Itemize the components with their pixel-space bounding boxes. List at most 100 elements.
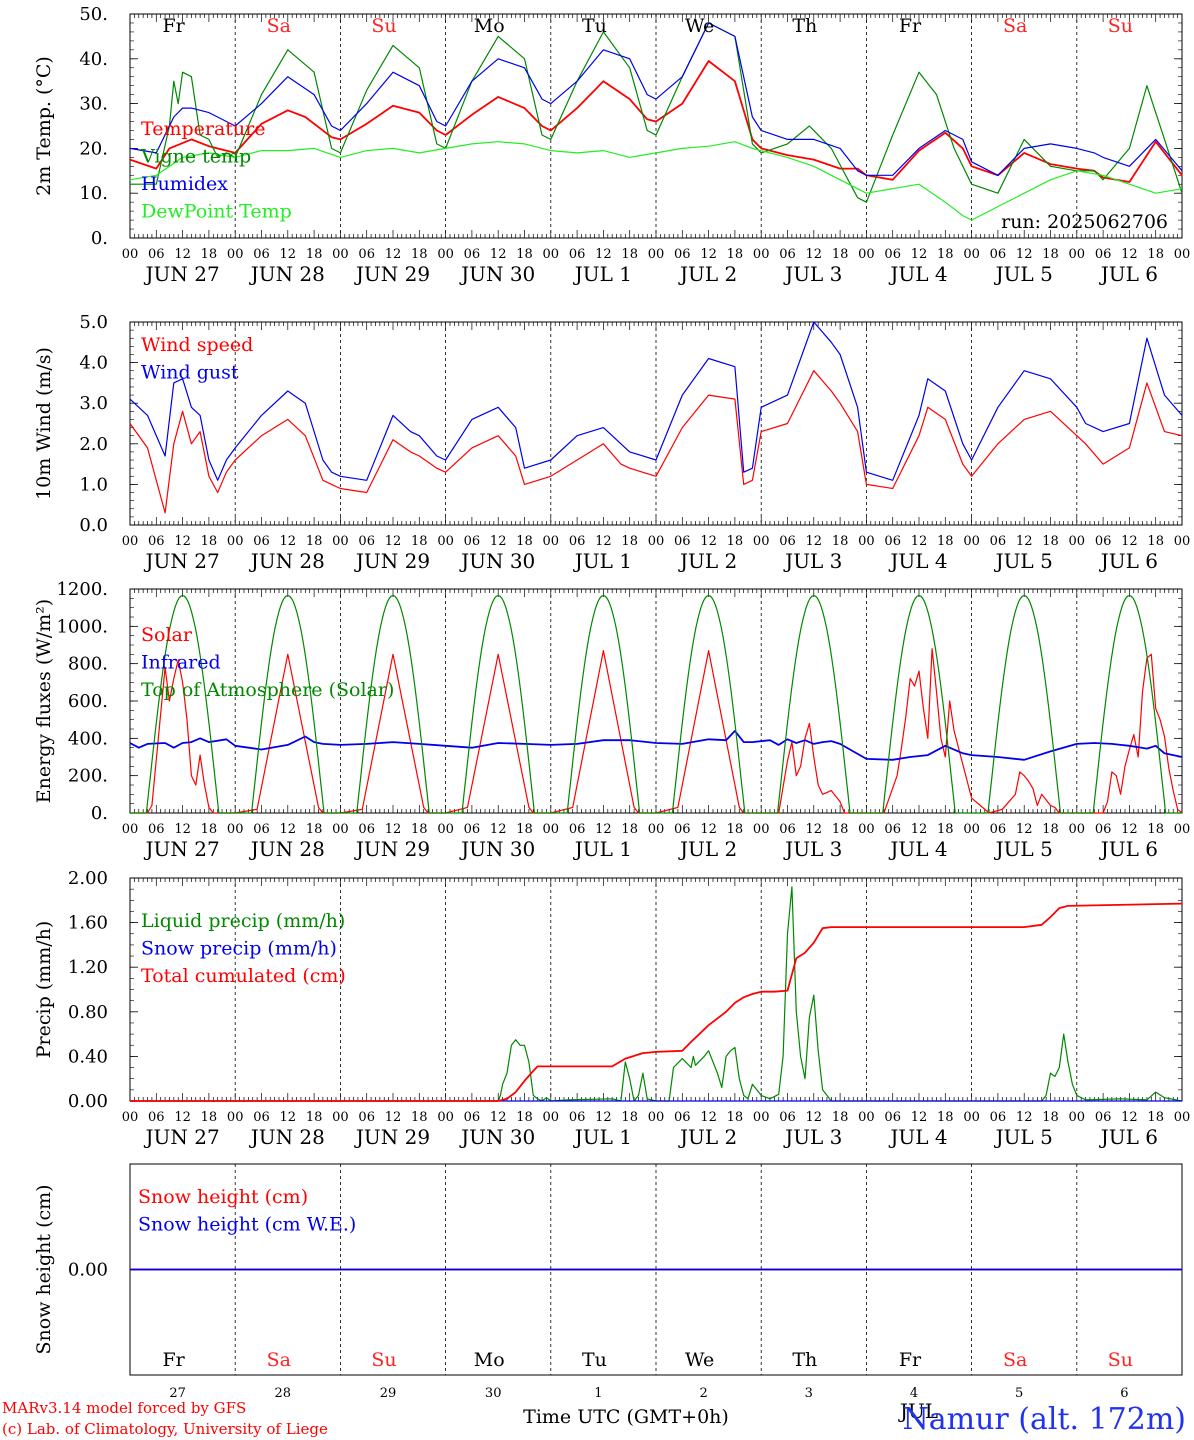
x-tick-label: 18: [832, 822, 849, 837]
date-label: JUL 5: [994, 1125, 1053, 1149]
x-tick-label: 06: [358, 822, 375, 837]
x-tick-label: 00: [753, 534, 770, 549]
x-tick-label: 18: [727, 247, 744, 262]
x-tick-label: 12: [595, 247, 612, 262]
date-label: JUL 6: [1099, 1125, 1158, 1149]
date-label: JUL 4: [888, 1125, 947, 1149]
date-label: JUL 1: [573, 549, 632, 573]
x-tick-label: 06: [569, 1110, 586, 1125]
x-tick-label: 00: [437, 822, 454, 837]
x-tick-label: 06: [990, 822, 1007, 837]
x-tick-label: 06: [674, 822, 691, 837]
date-label: JUN 27: [144, 262, 220, 286]
x-tick-label: 00: [1174, 534, 1191, 549]
y-tick-label: 1.0: [79, 474, 108, 495]
date-label: JUN 29: [354, 262, 430, 286]
x-tick-label: 06: [253, 534, 270, 549]
x-tick-label: 06: [148, 822, 165, 837]
x-tick-label: 06: [253, 247, 270, 262]
x-tick-label: 18: [201, 247, 218, 262]
weekday-label-top: Su: [371, 15, 396, 37]
series-line-2-2: [129, 321, 1183, 481]
x-tick-label: 06: [358, 534, 375, 549]
panel-1: 00 06 12 18 00 06 12 18 00 06 12 18 00 06 12 18 00 06 12 18…: [33, 4, 1190, 286]
x-tick-label: 06: [674, 1110, 691, 1125]
x-tick-label: 06: [148, 1110, 165, 1125]
day-number-label: 5: [1015, 1386, 1023, 1401]
x-tick-label: 00: [963, 247, 980, 262]
y-tick-label: 50.: [79, 4, 108, 25]
x-tick-label: 06: [779, 822, 796, 837]
weekday-label-bottom: Su: [371, 1349, 396, 1371]
x-tick-label: 06: [1095, 1110, 1112, 1125]
x-tick-label: 12: [385, 1110, 402, 1125]
day-number-label: 1: [594, 1386, 602, 1401]
x-tick-label: 18: [727, 534, 744, 549]
x-tick-label: 00: [332, 1110, 349, 1125]
x-tick-label: 06: [884, 247, 901, 262]
y-tick-label: 0.80: [68, 1002, 108, 1023]
y-tick-label: 1000.: [56, 616, 108, 637]
weekday-label-top: Fr: [162, 15, 185, 37]
x-tick-label: 18: [201, 1110, 218, 1125]
plot-frame: [129, 588, 1183, 814]
x-tick-label: 18: [306, 1110, 323, 1125]
y-tick-label: 200.: [68, 766, 108, 787]
x-tick-label: 00: [858, 822, 875, 837]
series-line-1-2: [130, 22, 1183, 203]
y-axis-label: 10m Wind (m/s): [33, 347, 55, 500]
x-tick-label: 00: [1174, 822, 1191, 837]
legend-entry: Wind gust: [141, 362, 239, 384]
date-label: JUL 6: [1099, 549, 1158, 573]
month-label: JUL: [898, 1399, 938, 1423]
legend-entry: Snow precip (mm/h): [141, 938, 337, 960]
legend-entry: Humidex: [141, 173, 228, 195]
x-tick-label: 00: [332, 822, 349, 837]
x-tick-label: 18: [832, 247, 849, 262]
x-tick-label: 18: [1042, 1110, 1059, 1125]
x-tick-label: 00: [227, 1110, 244, 1125]
x-tick-label: 12: [911, 247, 928, 262]
y-axis-label: Snow height (cm): [33, 1184, 55, 1354]
x-tick-label: 06: [464, 1110, 481, 1125]
x-tick-label: 12: [1121, 1110, 1138, 1125]
x-tick-label: 18: [1147, 534, 1164, 549]
x-tick-label: 06: [779, 534, 796, 549]
x-tick-label: 06: [569, 822, 586, 837]
y-tick-label: 20.: [79, 138, 108, 159]
x-tick-label: 06: [253, 822, 270, 837]
x-tick-label: 00: [227, 534, 244, 549]
x-tick-label: 00: [437, 247, 454, 262]
x-tick-label: 18: [201, 534, 218, 549]
series-line-4-3: [130, 902, 1183, 1102]
y-axis-label: Energy fluxes (W/m²): [33, 599, 55, 803]
weekday-label-top: Mo: [474, 15, 505, 37]
x-tick-label: 00: [753, 822, 770, 837]
x-tick-label: 06: [1095, 534, 1112, 549]
day-number-label: 6: [1120, 1386, 1128, 1401]
date-label: JUN 28: [249, 549, 325, 573]
weekday-label-top: Fr: [899, 15, 922, 37]
date-label: JUN 28: [249, 1125, 325, 1149]
x-tick-label: 00: [648, 247, 665, 262]
date-label: JUL 4: [888, 262, 947, 286]
x-tick-label: 12: [911, 534, 928, 549]
x-tick-label: 18: [1147, 822, 1164, 837]
day-number-label: 3: [805, 1386, 813, 1401]
weekday-label-bottom: Th: [792, 1349, 817, 1371]
x-tick-label: 00: [543, 534, 560, 549]
x-tick-label: 12: [911, 1110, 928, 1125]
x-tick-label: 00: [227, 822, 244, 837]
weekday-label-bottom: Sa: [1003, 1349, 1027, 1371]
x-tick-label: 12: [490, 247, 507, 262]
x-tick-label: 18: [306, 822, 323, 837]
x-tick-label: 12: [595, 822, 612, 837]
x-tick-label: 12: [1121, 822, 1138, 837]
x-tick-label: 12: [385, 534, 402, 549]
x-tick-label: 18: [411, 1110, 428, 1125]
x-tick-label: 06: [148, 534, 165, 549]
date-label: JUN 28: [249, 262, 325, 286]
x-tick-label: 18: [621, 822, 638, 837]
date-label: JUL 6: [1099, 262, 1158, 286]
x-tick-label: 00: [858, 1110, 875, 1125]
